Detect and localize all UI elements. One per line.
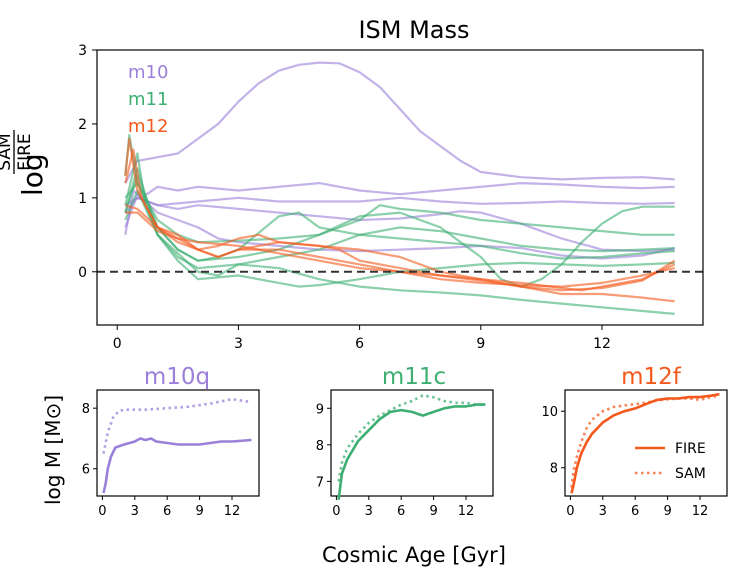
main-xtick-label: 0 xyxy=(113,336,122,352)
panel-m12f-frame xyxy=(564,389,728,497)
panel-m11c-frame xyxy=(330,389,494,497)
m10q-xtick-label: 6 xyxy=(163,504,171,519)
series-line-m11-5 xyxy=(124,133,675,244)
ylabel-numerator: SAM xyxy=(0,133,15,170)
shared-xlabel: Cosmic Age [Gyr] xyxy=(322,543,506,567)
m11c-xtick-label: 6 xyxy=(397,504,405,519)
series-line-m10-2 xyxy=(124,196,675,207)
m10q-xtick-label: 0 xyxy=(98,504,106,519)
m11c-ytick-label: 7 xyxy=(316,475,324,490)
series-line-m12-14 xyxy=(124,204,676,292)
m11c-xtick-label: 12 xyxy=(458,504,475,519)
m11c-fire-line xyxy=(337,403,486,500)
bottom-ylabel-text: log M [M⊙] xyxy=(41,395,65,505)
m12f-xtick-label: 0 xyxy=(566,504,574,519)
legend-label-fire: FIRE xyxy=(675,441,706,457)
series-line-m10-0 xyxy=(124,61,675,184)
panel-m10q-frame xyxy=(96,389,260,497)
main-ytick-label: 3 xyxy=(78,43,87,59)
m10q-xtick-label: 12 xyxy=(224,504,241,519)
series-line-m11-9 xyxy=(124,174,675,288)
legend-label-sam: SAM xyxy=(675,466,706,482)
main-panel: ISM Mass log SAM FIRE m10 m11 m12 xyxy=(0,16,704,326)
main-xtick-label: 12 xyxy=(593,336,611,352)
m12f-xtick-label: 12 xyxy=(692,504,709,519)
panel-m12f: m12f 0 3 6 9 12 8 10 FIRE SAM xyxy=(541,364,728,519)
m12f-xtick-label: 9 xyxy=(663,504,671,519)
legend-label-m11: m11 xyxy=(128,89,168,110)
m12f-ytick-label: 8 xyxy=(550,462,558,477)
main-xtick-label: 6 xyxy=(355,336,364,352)
ylabel-log: log xyxy=(16,153,49,196)
m12f-sam-line xyxy=(570,394,720,488)
panel-m12f-title: m12f xyxy=(621,364,682,390)
main-legend: m10 m11 m12 xyxy=(128,62,168,137)
panel-m10q-title: m10q xyxy=(144,364,210,390)
main-ytick-label: 2 xyxy=(78,117,87,133)
bottom-ylabel: log M [M⊙] xyxy=(41,395,65,505)
m11c-ytick-label: 9 xyxy=(316,402,324,417)
m12f-fire-line xyxy=(570,392,720,494)
legend-label-m12: m12 xyxy=(128,116,168,137)
ylabel-denominator: FIRE xyxy=(15,133,35,170)
panel-m11c-title: m11c xyxy=(382,364,446,390)
legend-label-m10: m10 xyxy=(128,62,168,83)
series-line-m10-1 xyxy=(124,182,675,235)
m12f-xtick-label: 6 xyxy=(631,504,639,519)
series-line-m12-11 xyxy=(124,137,675,303)
panel-m11c: m11c 0 3 6 9 12 7 8 9 xyxy=(316,364,494,519)
series-line-m10-3 xyxy=(124,196,675,253)
series-line-m11-10 xyxy=(124,189,675,288)
m10q-ytick-label: 6 xyxy=(82,463,90,478)
m12f-xtick-label: 3 xyxy=(599,504,607,519)
m10q-fire-line xyxy=(102,437,252,494)
m11c-xtick-label: 3 xyxy=(365,504,373,519)
main-plot-area xyxy=(97,61,703,315)
main-xtick-label: 9 xyxy=(476,336,485,352)
panel-m10q: m10q 0 3 6 9 12 6 8 xyxy=(82,364,260,519)
m10q-xtick-label: 9 xyxy=(195,504,203,519)
main-ytick-label: 0 xyxy=(78,265,87,281)
main-xtick-label: 3 xyxy=(234,336,243,352)
m10q-ytick-label: 8 xyxy=(82,402,90,417)
main-axes-frame xyxy=(96,49,704,326)
m11c-xtick-label: 0 xyxy=(332,504,340,519)
m11c-ytick-label: 8 xyxy=(316,439,324,454)
ylabel-frac-group: SAM FIRE xyxy=(0,130,35,174)
m12f-ytick-label: 10 xyxy=(541,405,558,420)
m10q-sam-line xyxy=(102,397,252,454)
main-title: ISM Mass xyxy=(358,16,469,44)
main-ytick-label: 1 xyxy=(78,191,87,207)
m10q-xtick-label: 3 xyxy=(131,504,139,519)
m11c-xtick-label: 9 xyxy=(429,504,437,519)
main-ylabel: log xyxy=(16,153,49,196)
series-line-m11-8 xyxy=(124,167,675,315)
m11c-sam-line xyxy=(337,394,486,482)
ylabel-fraction: SAM FIRE xyxy=(0,130,35,174)
